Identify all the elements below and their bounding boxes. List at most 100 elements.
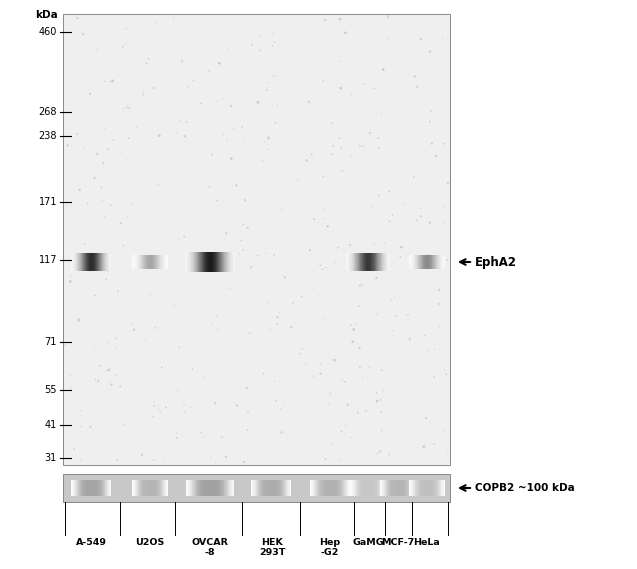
Point bbox=[443, 448, 453, 457]
Point bbox=[103, 337, 113, 347]
Point bbox=[257, 156, 268, 166]
Point bbox=[396, 242, 406, 251]
Point bbox=[318, 172, 329, 181]
Point bbox=[330, 257, 340, 266]
Point bbox=[291, 319, 301, 328]
Bar bbox=[75, 480, 76, 496]
Point bbox=[431, 151, 441, 160]
Point bbox=[133, 12, 143, 21]
Point bbox=[219, 251, 229, 261]
Point bbox=[404, 335, 415, 344]
Point bbox=[385, 316, 396, 325]
Text: 460: 460 bbox=[39, 27, 57, 37]
Point bbox=[294, 27, 304, 36]
Point bbox=[366, 316, 376, 325]
Bar bbox=[252, 480, 253, 496]
Point bbox=[120, 40, 131, 49]
Text: COPB2 ~100 kDa: COPB2 ~100 kDa bbox=[475, 483, 575, 493]
Point bbox=[283, 422, 294, 431]
Bar bbox=[278, 480, 279, 496]
Point bbox=[132, 390, 143, 399]
Point bbox=[220, 354, 231, 364]
Point bbox=[376, 109, 387, 118]
Bar bbox=[285, 480, 287, 496]
Point bbox=[268, 41, 278, 50]
Point bbox=[271, 193, 282, 203]
Point bbox=[224, 170, 234, 179]
Point bbox=[141, 59, 152, 68]
Bar bbox=[260, 480, 261, 496]
Point bbox=[362, 311, 373, 320]
Point bbox=[306, 56, 316, 65]
Point bbox=[148, 456, 159, 465]
Bar bbox=[343, 480, 344, 496]
Text: 117: 117 bbox=[38, 255, 57, 265]
Point bbox=[182, 117, 192, 126]
Point bbox=[427, 77, 437, 86]
Point bbox=[66, 384, 76, 393]
Point bbox=[262, 86, 272, 95]
Point bbox=[183, 103, 193, 112]
Point bbox=[237, 122, 247, 131]
Point bbox=[307, 150, 317, 159]
Point bbox=[96, 183, 106, 192]
Bar bbox=[315, 480, 316, 496]
Point bbox=[258, 263, 268, 273]
Point bbox=[124, 134, 134, 143]
Point bbox=[211, 244, 221, 253]
Bar bbox=[280, 480, 281, 496]
Bar bbox=[348, 480, 349, 496]
Point bbox=[159, 454, 169, 463]
Point bbox=[138, 90, 148, 99]
Point bbox=[219, 282, 229, 291]
Bar bbox=[207, 480, 208, 496]
Point bbox=[410, 259, 420, 269]
Point bbox=[327, 440, 338, 449]
Point bbox=[217, 432, 227, 442]
Point bbox=[100, 281, 110, 290]
Text: HEK
293T: HEK 293T bbox=[259, 538, 285, 558]
Point bbox=[76, 422, 86, 431]
Point bbox=[188, 76, 198, 85]
Text: EphA2: EphA2 bbox=[475, 255, 517, 269]
Point bbox=[259, 137, 269, 146]
Point bbox=[373, 449, 383, 458]
Point bbox=[106, 380, 117, 389]
Text: OVCAR
-8: OVCAR -8 bbox=[192, 538, 229, 558]
Point bbox=[311, 117, 322, 126]
Point bbox=[384, 450, 394, 459]
Point bbox=[442, 256, 452, 265]
Bar bbox=[103, 480, 104, 496]
Bar bbox=[255, 480, 256, 496]
Point bbox=[217, 259, 227, 268]
Point bbox=[315, 369, 326, 378]
Point bbox=[154, 405, 164, 414]
Point bbox=[310, 215, 320, 224]
Bar bbox=[222, 480, 223, 496]
Bar bbox=[106, 480, 107, 496]
Point bbox=[148, 412, 158, 421]
Bar bbox=[259, 480, 260, 496]
Point bbox=[182, 353, 192, 362]
Point bbox=[421, 414, 431, 423]
Point bbox=[323, 222, 333, 231]
Point bbox=[269, 377, 280, 386]
Bar bbox=[231, 480, 232, 496]
Point bbox=[420, 175, 430, 184]
Point bbox=[211, 97, 222, 106]
Bar bbox=[188, 480, 189, 496]
Point bbox=[278, 374, 289, 384]
Bar bbox=[221, 480, 222, 496]
Point bbox=[301, 359, 311, 368]
Point bbox=[89, 344, 99, 353]
Point bbox=[280, 273, 290, 282]
Point bbox=[307, 200, 317, 209]
Point bbox=[62, 201, 72, 210]
Point bbox=[243, 108, 253, 117]
Point bbox=[374, 191, 384, 200]
Point bbox=[207, 319, 217, 328]
Point bbox=[329, 356, 340, 365]
Point bbox=[315, 395, 325, 405]
Point bbox=[154, 131, 164, 141]
Text: kDa: kDa bbox=[35, 10, 58, 20]
